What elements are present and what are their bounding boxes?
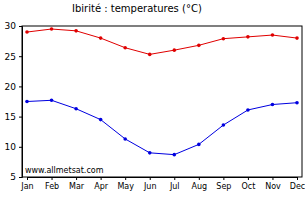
- x-tick: Aug: [192, 177, 208, 191]
- chart: Ibirité : temperatures (°C) 5 10 15 20 25 30 Ja…: [0, 0, 305, 200]
- y-tick: 30: [5, 21, 22, 31]
- series-marker: [123, 137, 127, 141]
- y-tick: 15: [5, 112, 22, 122]
- x-tick-label: Jan: [20, 182, 33, 191]
- series-marker: [74, 107, 78, 111]
- x-axis-line: [28, 178, 298, 181]
- series-marker: [271, 103, 275, 107]
- x-tick: May: [117, 177, 134, 191]
- x-tick-label: Apr: [94, 182, 109, 191]
- annotation: www.allmetsat.com: [25, 166, 104, 175]
- y-tick-label: 10: [5, 142, 17, 152]
- series-marker: [197, 143, 201, 147]
- series-marker: [271, 33, 275, 37]
- y-tick-label: 15: [5, 112, 16, 122]
- y-tick: 25: [5, 52, 22, 62]
- x-tick-mark: [52, 177, 53, 180]
- y-tick-label: 30: [5, 21, 17, 31]
- y-tick-label: 20: [5, 82, 17, 92]
- x-tick: Jul: [169, 177, 180, 191]
- y-tick-mark: [19, 117, 22, 118]
- x-tick: Mar: [69, 177, 85, 191]
- x-tick-label: May: [117, 182, 134, 191]
- y-tick: 20: [5, 82, 22, 92]
- series-marker: [295, 36, 299, 40]
- y-axis-line: [19, 27, 23, 178]
- series-marker: [123, 46, 127, 50]
- y-tick-label: 5: [10, 172, 16, 182]
- y-axis: 5 10 15 20 25 30: [5, 21, 23, 182]
- series-marker: [148, 53, 152, 57]
- y-tick: 10: [5, 142, 22, 152]
- x-tick-mark: [248, 177, 249, 180]
- x-tick: Dec: [290, 177, 305, 191]
- x-tick: Feb: [45, 177, 59, 191]
- series-marker: [148, 151, 152, 155]
- series-marker: [25, 100, 29, 104]
- x-tick-mark: [150, 177, 151, 180]
- x-tick-label: Feb: [45, 182, 59, 191]
- x-tick: Nov: [265, 177, 281, 191]
- series-marker: [246, 35, 250, 39]
- x-tick: Sep: [216, 177, 231, 191]
- title: Ibirité : temperatures (°C): [72, 3, 202, 14]
- series-marker: [172, 48, 176, 52]
- series-marker: [246, 108, 250, 112]
- series-marker: [99, 118, 103, 122]
- x-tick: Jan: [20, 177, 33, 191]
- series-marker: [99, 36, 103, 40]
- x-tick-label: Oct: [241, 182, 255, 191]
- y-tick-mark: [19, 177, 22, 178]
- y-tick-label: 25: [5, 52, 16, 62]
- x-tick: Jun: [143, 177, 157, 191]
- series-marker: [50, 27, 54, 31]
- x-tick-mark: [76, 177, 77, 180]
- y-tick-mark: [19, 147, 22, 148]
- plot-area: [25, 27, 299, 156]
- y-tick-mark: [19, 26, 22, 27]
- x-tick: Apr: [94, 177, 109, 191]
- plot-frame: [22, 26, 302, 177]
- series-line: [27, 29, 297, 54]
- series-marker: [222, 37, 226, 41]
- x-axis: Jan Feb Mar Apr May Jun Jul Aug Sep Oct Nov Dec: [20, 177, 305, 191]
- series-marker: [74, 29, 78, 33]
- x-tick-mark: [223, 177, 224, 180]
- x-tick-label: Nov: [265, 182, 281, 191]
- x-tick-label: Aug: [192, 182, 208, 191]
- x-tick-mark: [174, 177, 175, 180]
- x-tick-mark: [272, 177, 273, 180]
- x-tick: Oct: [241, 177, 255, 191]
- x-tick-label: Sep: [216, 182, 231, 191]
- series-marker: [172, 153, 176, 157]
- x-tick-label: Jun: [143, 182, 157, 191]
- series-marker: [295, 101, 299, 105]
- y-tick: 5: [10, 172, 22, 182]
- x-tick-label: Dec: [290, 182, 305, 191]
- x-tick-mark: [297, 177, 298, 180]
- x-tick-mark: [101, 177, 102, 180]
- x-tick-mark: [125, 177, 126, 180]
- series-marker: [197, 44, 201, 48]
- x-tick-mark: [199, 177, 200, 180]
- y-tick-mark: [19, 86, 22, 87]
- y-tick-mark: [19, 56, 22, 57]
- x-tick-label: Mar: [69, 182, 85, 191]
- series-marker: [222, 123, 226, 127]
- series-line: [27, 100, 297, 154]
- series-marker: [25, 30, 29, 34]
- series-marker: [50, 98, 54, 102]
- x-tick-label: Jul: [169, 182, 180, 191]
- x-tick-mark: [27, 177, 28, 180]
